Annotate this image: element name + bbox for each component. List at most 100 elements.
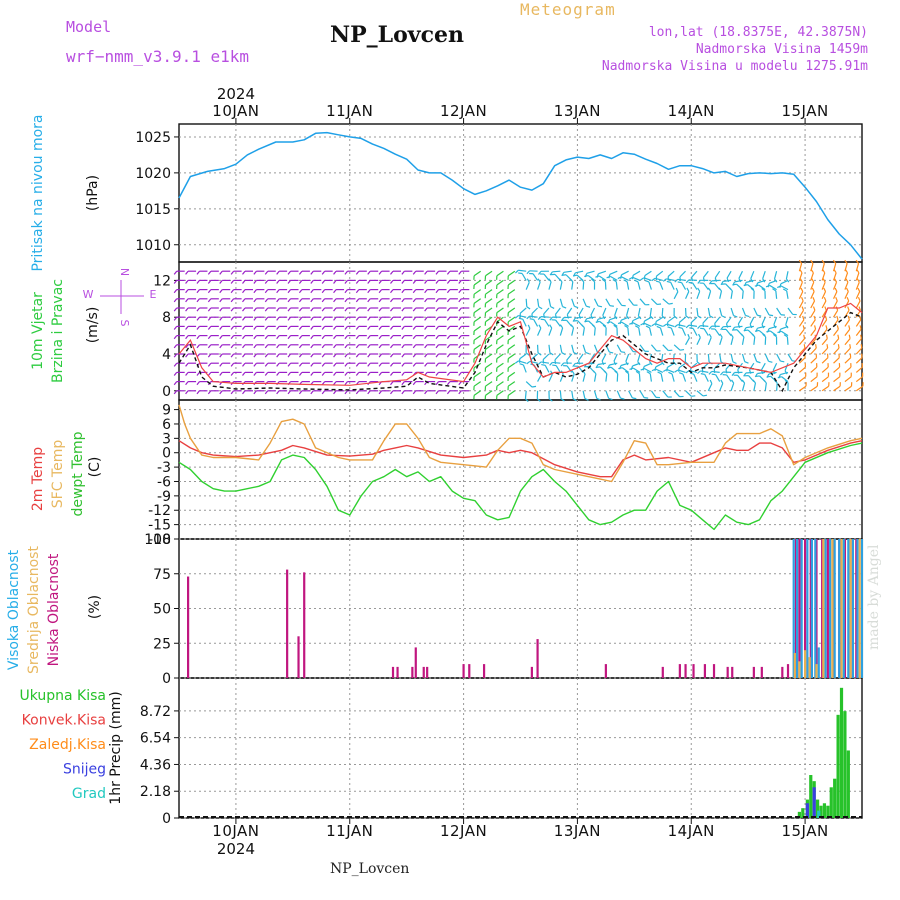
- wind-barb-flag-203: [333, 326, 337, 330]
- wind-barb-flag-762: [802, 325, 805, 330]
- wind-barbs: [173, 259, 864, 402]
- wind-barb-flag-207: [333, 289, 337, 294]
- wind-barb-flag-636: [689, 327, 694, 330]
- wind-barb-flag-582: [643, 320, 646, 326]
- wind-barb-428: [518, 314, 527, 318]
- wind-barb-576: [644, 368, 652, 373]
- wind-barb-791: [821, 319, 828, 327]
- wind-barb-464: [555, 365, 561, 373]
- wind-barb-flag-484: [560, 317, 565, 322]
- lonlat-text: lon,lat (18.8375E, 42.3875N): [648, 25, 868, 40]
- wind-barb-603: [671, 373, 675, 382]
- day-label-top-2: 12JAN: [440, 102, 487, 120]
- wind-barb-flag-105: [253, 326, 257, 330]
- wind-barb-flag-795: [822, 278, 826, 283]
- wind-barb-flag-60: [219, 353, 223, 358]
- wind-barb-flag-630: [702, 394, 708, 397]
- cloud-bar-0-4: [391, 666, 395, 678]
- wind-barb-587: [644, 270, 652, 277]
- wind-barb-770: [810, 385, 818, 392]
- wind-barb-flag-40: [196, 280, 200, 284]
- wind-barb-407: [507, 381, 516, 387]
- wind-barb-flag-321: [424, 270, 428, 275]
- wind-barb-flag-835: [857, 297, 861, 302]
- wind-barb-flag-319: [424, 289, 428, 294]
- wind-barb-flag-36: [196, 316, 200, 321]
- wind-barb-flag-540: [607, 319, 611, 324]
- wind-barb-flag-338: [446, 372, 451, 376]
- wind-barb-810: [832, 272, 837, 281]
- wind-barb-flag-351: [458, 381, 462, 386]
- wind-barb-flag-122: [264, 298, 269, 303]
- wind-barb-785: [821, 376, 829, 383]
- wind-barb-flag-667: [721, 315, 726, 318]
- wind-barb-flag-194: [321, 280, 326, 284]
- wind-barb-flag-56: [219, 390, 223, 395]
- wind-barb-flag-710: [750, 287, 755, 292]
- wind-barb-flag-589: [657, 371, 662, 375]
- wind-barb-flag-825: [844, 259, 848, 264]
- wind-barb-flag-489: [561, 272, 565, 277]
- wind-barb-822: [844, 291, 849, 300]
- wind-barb-835: [855, 300, 861, 309]
- cloud-bar-0-34: [826, 539, 829, 678]
- wind-barb-flag-280: [401, 390, 405, 395]
- wind-barb-flag-323: [435, 381, 439, 386]
- wind-barb-flag-499: [578, 314, 582, 319]
- wind-barb-flag-42: [207, 390, 212, 395]
- wind-barb-flag-213: [344, 362, 348, 367]
- wind-barb-636: [692, 328, 698, 336]
- wind-barb-flag-184: [321, 372, 326, 376]
- wind-barb-393: [496, 381, 504, 387]
- wind-barb-flag-18: [185, 353, 189, 358]
- wind-barb-412: [507, 335, 516, 341]
- wind-barb-flag-643: [691, 277, 693, 282]
- wind-barb-flag-62: [219, 335, 223, 340]
- wind-barb-705: [753, 336, 756, 345]
- wind-barb-flag-546: [632, 397, 637, 400]
- wind-barb-flag-681: [733, 315, 738, 318]
- wind-barb-flag-210: [344, 390, 348, 395]
- compass-n: N: [118, 268, 131, 276]
- wind-barb-flag-679: [720, 326, 724, 331]
- wind-barb-417: [507, 289, 516, 295]
- wind-barb-flag-456: [537, 316, 542, 320]
- wind-barb-flag-606: [672, 361, 677, 366]
- wind-barb-flag-642: [685, 279, 690, 284]
- wind-barb-flag-755: [785, 278, 790, 283]
- wind-barb-flag-124: [264, 280, 269, 284]
- wind-barb-flag-475: [549, 271, 553, 276]
- wind-barb-flag-221: [344, 289, 348, 294]
- wind-barb-flag-666: [714, 323, 717, 328]
- temp-line-2: [178, 442, 863, 531]
- wind-barb-648: [707, 353, 710, 363]
- wind-barb-flag-287: [401, 326, 405, 330]
- wind-barb-flag-702: [743, 372, 747, 377]
- wind-barb-flag-575: [646, 371, 651, 375]
- wind-barb-flag-139: [276, 270, 280, 275]
- wind-barb-537: [616, 344, 622, 353]
- wind-barb-558: [621, 276, 629, 281]
- wind-barb-flag-559: [620, 274, 623, 279]
- wind-barb-flag-278: [390, 280, 394, 284]
- wind-barb-flag-330: [435, 316, 439, 321]
- wind-barb-801: [833, 357, 840, 364]
- wind-barb-flag-220: [344, 298, 348, 303]
- wind-barb-flag-197: [333, 381, 337, 386]
- wind-barb-720: [758, 330, 766, 337]
- wind-barb-flag-7: [173, 326, 178, 330]
- wind-barb-flag-237: [355, 270, 360, 275]
- wind-barb-788: [821, 347, 829, 355]
- precip-bar-0-3: [809, 775, 813, 818]
- wind-barb-748: [780, 330, 789, 337]
- wind-barb-424: [519, 353, 527, 360]
- wind-barb-flag-326: [435, 353, 439, 358]
- wind-barb-610: [667, 316, 675, 323]
- wind-barb-572: [632, 276, 641, 281]
- wind-barb-flag-432: [518, 272, 523, 275]
- wind-barb-496: [582, 327, 585, 336]
- wind-barb-757: [799, 376, 807, 383]
- precip-bar-0-14: [846, 750, 850, 818]
- wind-barb-flag-9: [173, 307, 178, 312]
